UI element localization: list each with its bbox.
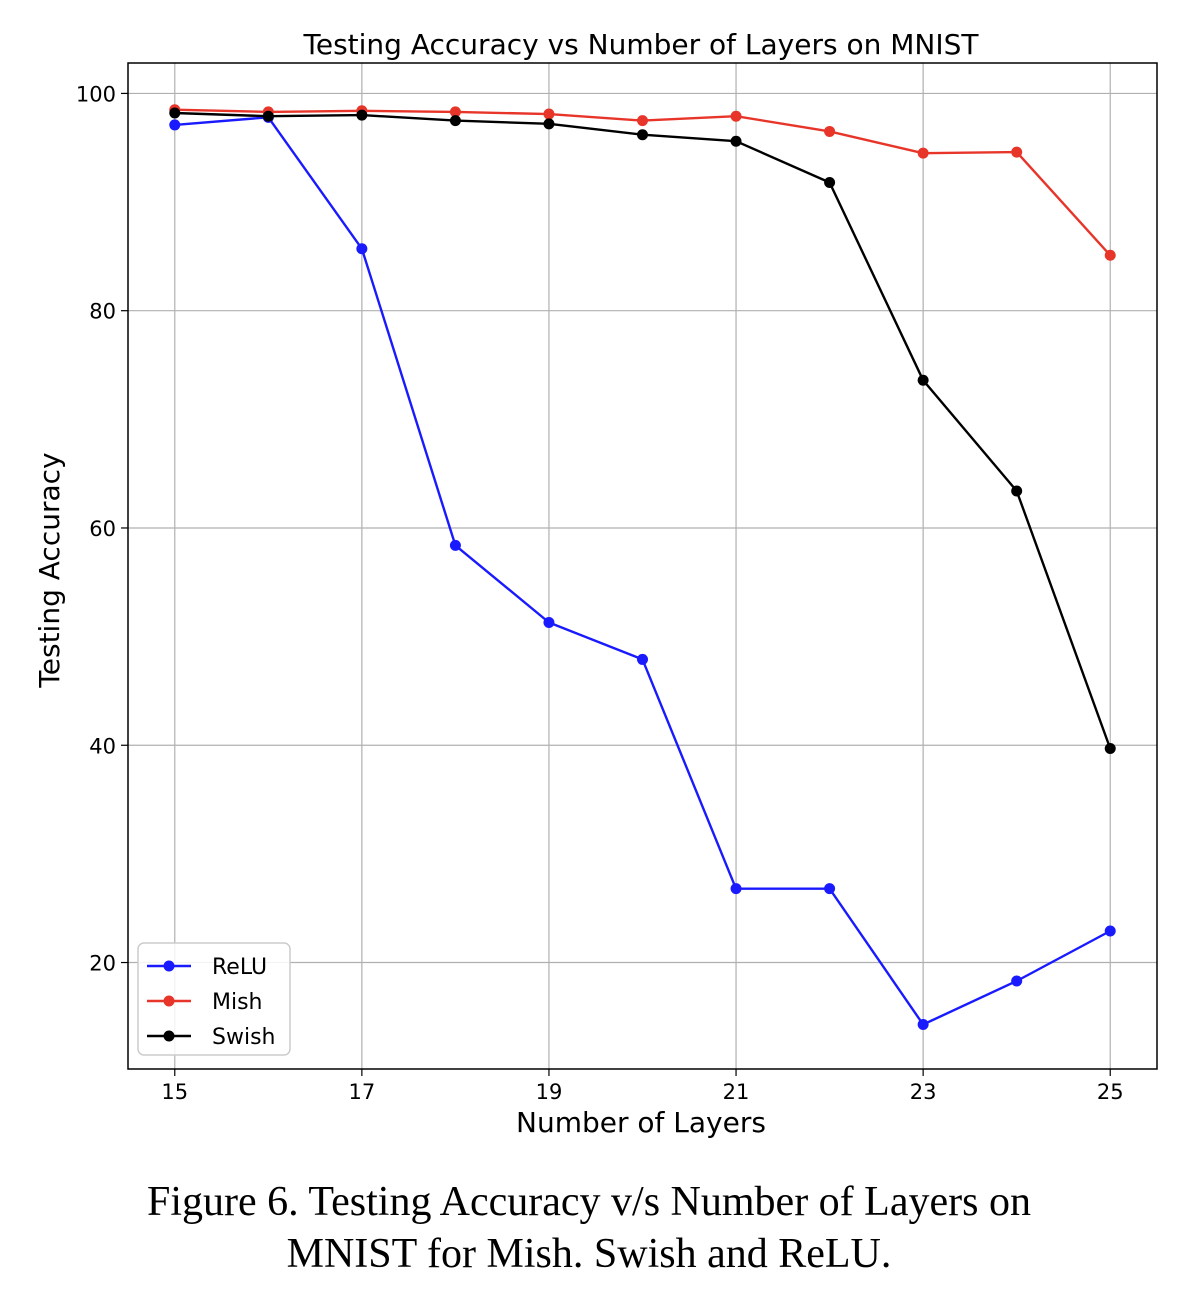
legend-label: Mish bbox=[212, 990, 263, 1015]
swish-point bbox=[262, 110, 274, 122]
swish-point bbox=[824, 177, 836, 189]
legend-swatch-marker bbox=[163, 960, 175, 972]
relu-point bbox=[543, 616, 555, 628]
legend-label: Swish bbox=[212, 1025, 275, 1050]
mish-point bbox=[1104, 249, 1116, 261]
relu-point bbox=[169, 119, 181, 131]
series-relu bbox=[169, 111, 1116, 1030]
swish-point bbox=[730, 135, 742, 147]
swish-point bbox=[449, 115, 461, 127]
relu-point bbox=[449, 539, 461, 551]
grid-lines bbox=[128, 63, 1157, 1069]
legend-box bbox=[137, 942, 291, 1056]
caption-line-2: MNIST for Mish. Swish and ReLU. bbox=[286, 1231, 892, 1277]
series-lines bbox=[169, 104, 1116, 1030]
relu-line bbox=[174, 116, 1111, 1026]
legend-swatch-marker bbox=[163, 1030, 175, 1042]
swish-point bbox=[917, 374, 929, 386]
x-tick-label: 17 bbox=[348, 1080, 375, 1104]
relu-point bbox=[1011, 975, 1023, 987]
swish-point bbox=[543, 118, 555, 130]
swish-point bbox=[1104, 743, 1116, 755]
mish-point bbox=[824, 125, 836, 137]
series-swish bbox=[169, 107, 1116, 755]
legend-item-swish: Swish bbox=[147, 1025, 275, 1050]
plot-frame bbox=[127, 62, 1158, 1070]
y-axis-label: Testing Accuracy bbox=[33, 452, 66, 688]
swish-point bbox=[637, 129, 648, 141]
line-chart: 15 17 19 21 23 25 20 40 60 80 100 Testing Accuracy… bbox=[33, 28, 1158, 1139]
relu-point bbox=[730, 883, 742, 895]
x-tick-label: 25 bbox=[1097, 1080, 1124, 1104]
mish-point bbox=[730, 110, 742, 122]
y-tick-label: 80 bbox=[89, 300, 116, 324]
mish-point bbox=[637, 115, 648, 127]
y-tick-label: 60 bbox=[89, 517, 116, 541]
legend: ReLU Mish Swish bbox=[137, 942, 291, 1056]
swish-point bbox=[356, 109, 368, 121]
mish-point bbox=[1011, 146, 1023, 158]
chart-title: Testing Accuracy vs Number of Layers on … bbox=[303, 28, 980, 61]
legend-swatch-marker bbox=[163, 995, 175, 1007]
caption-line-1: Figure 6. Testing Accuracy v/s Number of… bbox=[147, 1179, 1031, 1225]
legend-item-relu: ReLU bbox=[147, 955, 267, 980]
legend-label: ReLU bbox=[212, 955, 267, 980]
swish-line bbox=[174, 111, 1112, 749]
axis-ticks: 15 17 19 21 23 25 20 40 60 80 100 bbox=[76, 82, 1124, 1104]
mish-point bbox=[449, 106, 461, 118]
mish-point bbox=[543, 108, 555, 120]
legend-item-mish: Mish bbox=[147, 990, 263, 1015]
y-tick-label: 20 bbox=[89, 952, 116, 976]
mish-point bbox=[917, 147, 929, 159]
relu-point bbox=[637, 653, 648, 665]
x-tick-label: 21 bbox=[723, 1080, 750, 1104]
relu-point bbox=[824, 883, 836, 895]
relu-point bbox=[356, 243, 368, 255]
relu-point bbox=[1104, 925, 1116, 937]
figure-caption: Figure 6. Testing Accuracy v/s Number of… bbox=[0, 1176, 1178, 1280]
relu-point bbox=[917, 1018, 929, 1030]
y-tick-label: 40 bbox=[89, 734, 116, 758]
series-mish bbox=[169, 104, 1116, 261]
x-tick-label: 15 bbox=[161, 1080, 188, 1104]
swish-point bbox=[169, 107, 181, 119]
x-axis-label: Number of Layers bbox=[516, 1106, 766, 1139]
x-tick-label: 23 bbox=[910, 1080, 937, 1104]
y-tick-label: 100 bbox=[76, 82, 116, 106]
swish-point bbox=[1011, 485, 1023, 497]
x-tick-label: 19 bbox=[536, 1080, 563, 1104]
